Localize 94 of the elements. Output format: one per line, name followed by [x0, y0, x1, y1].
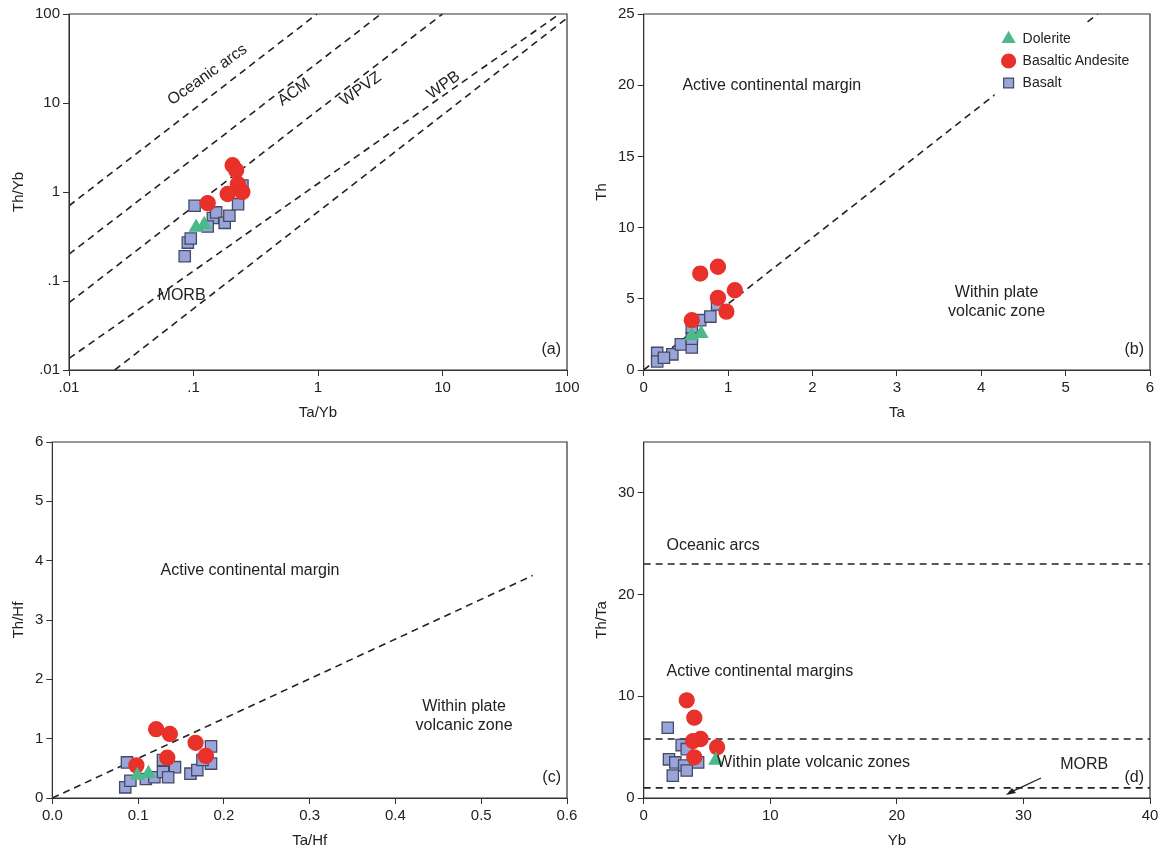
x-tick-label: 100 — [554, 378, 580, 396]
y-tick-label: 0 — [626, 788, 635, 806]
x-tick-label: 5 — [1061, 378, 1070, 396]
x-tick-label: 20 — [888, 806, 906, 824]
x-tick-label: .01 — [58, 378, 80, 396]
y-tick-label: 0 — [35, 788, 44, 806]
annotation: MORB — [157, 285, 206, 303]
x-tick-label: 0.1 — [127, 806, 149, 824]
annotation: Oceanic arcs — [666, 535, 760, 553]
point — [692, 265, 709, 282]
x-tick-label: 6 — [1145, 378, 1155, 396]
x-tick-label: 4 — [977, 378, 986, 396]
point — [718, 303, 735, 320]
x-tick-label: 0.5 — [470, 806, 492, 824]
x-tick-label: .1 — [187, 378, 200, 396]
x-tick-label: 0.4 — [385, 806, 406, 824]
y-axis-title: Th/Yb — [9, 171, 27, 213]
x-tick-label: 10 — [434, 378, 451, 396]
point — [666, 769, 680, 782]
point — [147, 721, 165, 738]
annotation: Within plate volcanic zone — [415, 697, 513, 734]
x-tick-label: 1 — [313, 378, 323, 396]
y-tick-label: 2 — [35, 669, 44, 687]
legend-label: Basaltic Andesite — [1022, 51, 1130, 68]
y-tick-label: 10 — [618, 686, 635, 704]
point — [709, 289, 727, 306]
x-tick-label: 2 — [808, 378, 817, 396]
y-tick-label: .1 — [47, 271, 61, 289]
y-tick-label: 0 — [626, 360, 635, 378]
annotation: (a) — [541, 340, 561, 358]
x-tick-label: 0.0 — [41, 806, 63, 824]
point — [159, 749, 176, 766]
point — [197, 747, 215, 765]
annotation: MORB — [1060, 754, 1109, 772]
point — [680, 764, 694, 777]
y-tick-label: .01 — [39, 360, 61, 378]
x-tick-label: 0.2 — [213, 806, 235, 824]
y-axis-title: Th/Ta — [592, 600, 610, 639]
annotation: Within plate volcanic zone — [948, 283, 1046, 320]
point — [683, 312, 700, 329]
y-tick-label: 1 — [51, 182, 61, 200]
y-tick-label: 30 — [618, 483, 635, 500]
y-tick-label: 3 — [35, 610, 44, 628]
legend-label: Dolerite — [1022, 29, 1072, 46]
annotation: (d) — [1124, 768, 1144, 786]
x-tick-label: 40 — [1141, 806, 1159, 824]
y-tick-label: 5 — [626, 288, 635, 306]
x-axis-title: Ta — [888, 403, 906, 421]
y-tick-label: 10 — [43, 93, 61, 111]
x-tick-label: 3 — [892, 378, 902, 396]
point — [161, 770, 175, 784]
y-tick-label: 10 — [618, 217, 635, 235]
annotation: (c) — [542, 768, 561, 786]
point — [686, 709, 703, 726]
y-axis-title: Th/Hf — [9, 600, 27, 639]
annotation: Within plate volcanic zones — [717, 752, 911, 770]
x-tick-label: 1 — [723, 378, 733, 396]
y-tick-label: 20 — [618, 75, 635, 93]
point — [130, 767, 145, 780]
annotation: Active continental margin — [160, 560, 340, 578]
x-tick-label: 0.6 — [556, 806, 578, 824]
annotation: (b) — [1124, 340, 1144, 358]
x-tick-label: 0 — [639, 378, 648, 396]
legend-label: Basalt — [1022, 73, 1062, 90]
x-axis-title: Yb — [887, 831, 907, 849]
x-axis-title: Ta/Hf — [292, 831, 329, 849]
annotation: Active continental margin — [682, 75, 862, 93]
x-tick-label: 10 — [761, 806, 779, 824]
x-tick-label: 0 — [639, 806, 648, 824]
y-tick-label: 20 — [618, 584, 635, 602]
annotation: WPB — [423, 66, 463, 102]
annotation: Active continental margins — [666, 662, 854, 680]
point — [708, 738, 726, 756]
x-tick-label: 0.3 — [299, 806, 321, 824]
point — [709, 258, 727, 275]
point — [678, 692, 695, 709]
y-tick-label: 100 — [35, 4, 61, 22]
y-tick-label: 5 — [35, 491, 44, 509]
y-tick-label: 6 — [35, 432, 44, 450]
x-axis-title: Ta/Yb — [298, 403, 338, 421]
point — [726, 282, 743, 299]
point — [187, 734, 204, 751]
point — [661, 721, 675, 735]
y-tick-label: 15 — [618, 146, 635, 164]
point — [141, 765, 156, 779]
point — [686, 749, 703, 766]
y-tick-label: 4 — [35, 550, 44, 568]
point — [704, 310, 717, 323]
y-tick-label: 25 — [618, 4, 635, 22]
point — [161, 725, 179, 743]
point — [657, 351, 671, 365]
y-axis-title: Th — [592, 183, 610, 201]
x-tick-label: 30 — [1015, 806, 1032, 824]
y-tick-label: 1 — [35, 728, 44, 746]
